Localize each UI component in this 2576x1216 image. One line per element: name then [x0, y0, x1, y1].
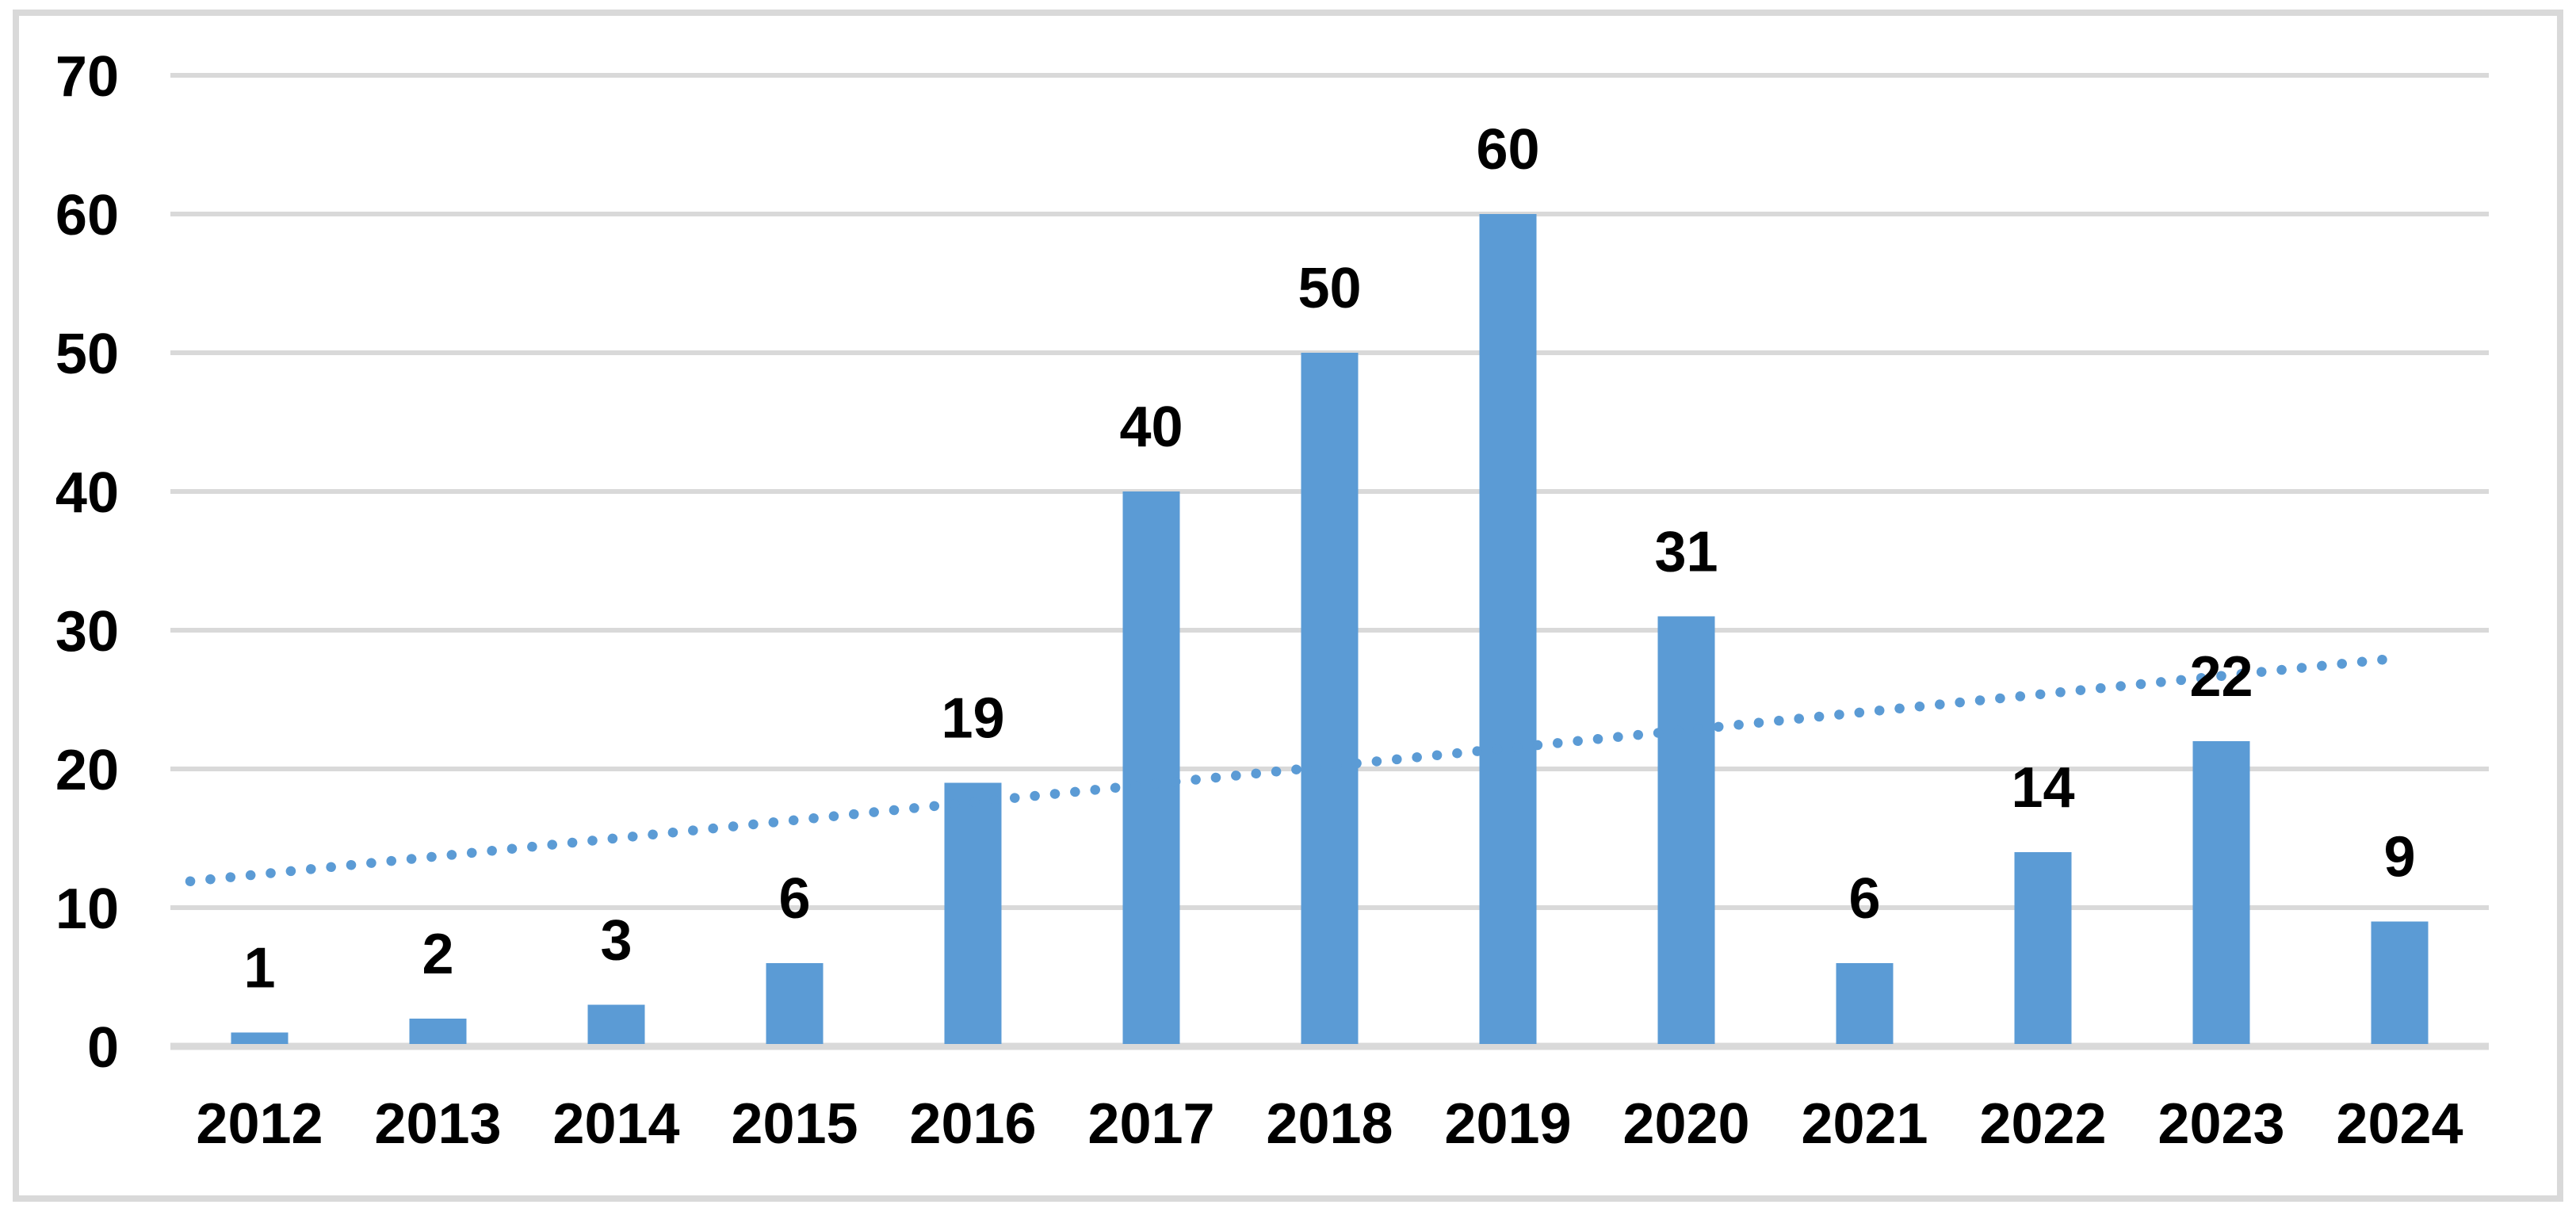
bar-2021 [1836, 963, 1894, 1044]
linear-trendline-dotted [185, 652, 2405, 886]
y-tick-label-0: 0 [87, 1016, 119, 1080]
data-label-2021: 6 [1848, 867, 1880, 931]
bar-2014 [587, 1004, 645, 1044]
bar-2015 [766, 963, 824, 1044]
x-tick-label-2024: 2024 [2336, 1092, 2463, 1156]
x-tick-label-2021: 2021 [1801, 1092, 1928, 1156]
x-axis-labels: 2012 2013 2014 2015 2016 2017 2018 2019 2020 2021… [196, 1092, 2463, 1156]
bars [231, 214, 2429, 1044]
x-tick-label-2015: 2015 [731, 1092, 858, 1156]
y-tick-label-10: 10 [55, 878, 119, 941]
y-tick-label-20: 20 [55, 739, 119, 802]
data-label-2014: 3 [600, 909, 632, 973]
data-label-2013: 2 [422, 923, 453, 986]
data-label-2024: 9 [2383, 826, 2415, 889]
data-label-2023: 22 [2189, 645, 2253, 709]
data-label-2019: 60 [1476, 118, 1539, 182]
x-tick-label-2016: 2016 [909, 1092, 1036, 1156]
x-tick-label-2012: 2012 [196, 1092, 323, 1156]
data-label-2018: 50 [1298, 257, 1361, 320]
bar-2022 [2014, 852, 2072, 1044]
data-labels: 1 2 3 6 19 40 50 60 31 6 14 22 9 [243, 118, 2415, 1000]
data-label-2015: 6 [778, 867, 810, 931]
data-label-2017: 40 [1119, 396, 1183, 459]
x-tick-label-2017: 2017 [1087, 1092, 1214, 1156]
y-tick-label-60: 60 [55, 184, 119, 247]
y-tick-label-70: 70 [55, 45, 119, 109]
bar-2023 [2192, 741, 2250, 1044]
bar-2020 [1657, 616, 1715, 1044]
x-tick-label-2013: 2013 [374, 1092, 501, 1156]
data-label-2016: 19 [941, 687, 1004, 751]
y-tick-label-50: 50 [55, 323, 119, 386]
x-tick-label-2023: 2023 [2157, 1092, 2284, 1156]
bar-2018 [1301, 353, 1359, 1044]
x-tick-label-2018: 2018 [1266, 1092, 1393, 1156]
x-axis-line [170, 1042, 2489, 1050]
x-tick-label-2019: 2019 [1444, 1092, 1571, 1156]
x-tick-label-2020: 2020 [1622, 1092, 1749, 1156]
data-label-2022: 14 [2011, 756, 2074, 820]
y-axis-labels: 0 10 20 30 40 50 60 70 [55, 45, 119, 1080]
data-label-2020: 31 [1654, 521, 1718, 584]
bar-2013 [409, 1019, 467, 1044]
bar-2012 [231, 1032, 289, 1044]
bar-2017 [1122, 491, 1180, 1044]
x-tick-label-2014: 2014 [552, 1092, 679, 1156]
x-tick-label-2022: 2022 [1979, 1092, 2106, 1156]
bar-2019 [1479, 214, 1537, 1044]
bar-2024 [2371, 921, 2429, 1044]
y-tick-label-30: 30 [55, 600, 119, 663]
gridline-60 [170, 212, 2489, 216]
gridline-70 [170, 73, 2489, 78]
data-label-2012: 1 [243, 937, 275, 1000]
bar-2016 [944, 782, 1002, 1044]
y-tick-label-40: 40 [55, 461, 119, 525]
